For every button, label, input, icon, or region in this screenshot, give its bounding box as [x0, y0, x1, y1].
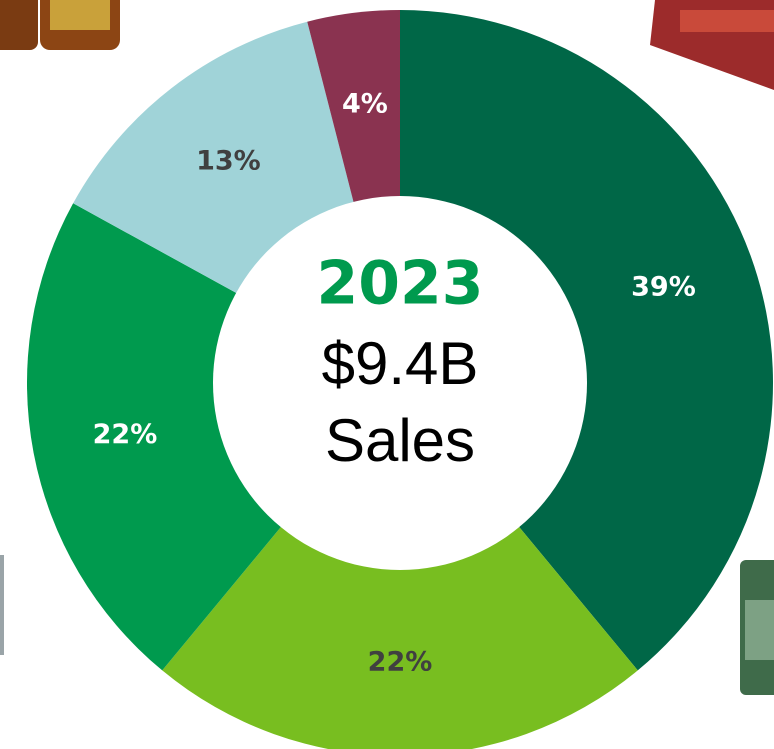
data-label: 22% [93, 419, 158, 450]
center-total: $9.4B [322, 330, 479, 397]
center-year: 2023 [317, 249, 484, 319]
data-label: 4% [342, 89, 388, 120]
data-label: 22% [368, 647, 433, 678]
data-label: 13% [196, 145, 261, 176]
center-caption: Sales [325, 407, 475, 474]
product-image [0, 555, 4, 655]
page: {"chart_data": { "type": "donut", "value… [0, 0, 774, 749]
product-image [0, 0, 120, 50]
data-label: 39% [631, 272, 696, 303]
product-image [740, 560, 774, 695]
product-image [650, 0, 774, 90]
chart: 2023 $9.4B Sales 39% 22% 22% 13% 4% [0, 0, 774, 749]
